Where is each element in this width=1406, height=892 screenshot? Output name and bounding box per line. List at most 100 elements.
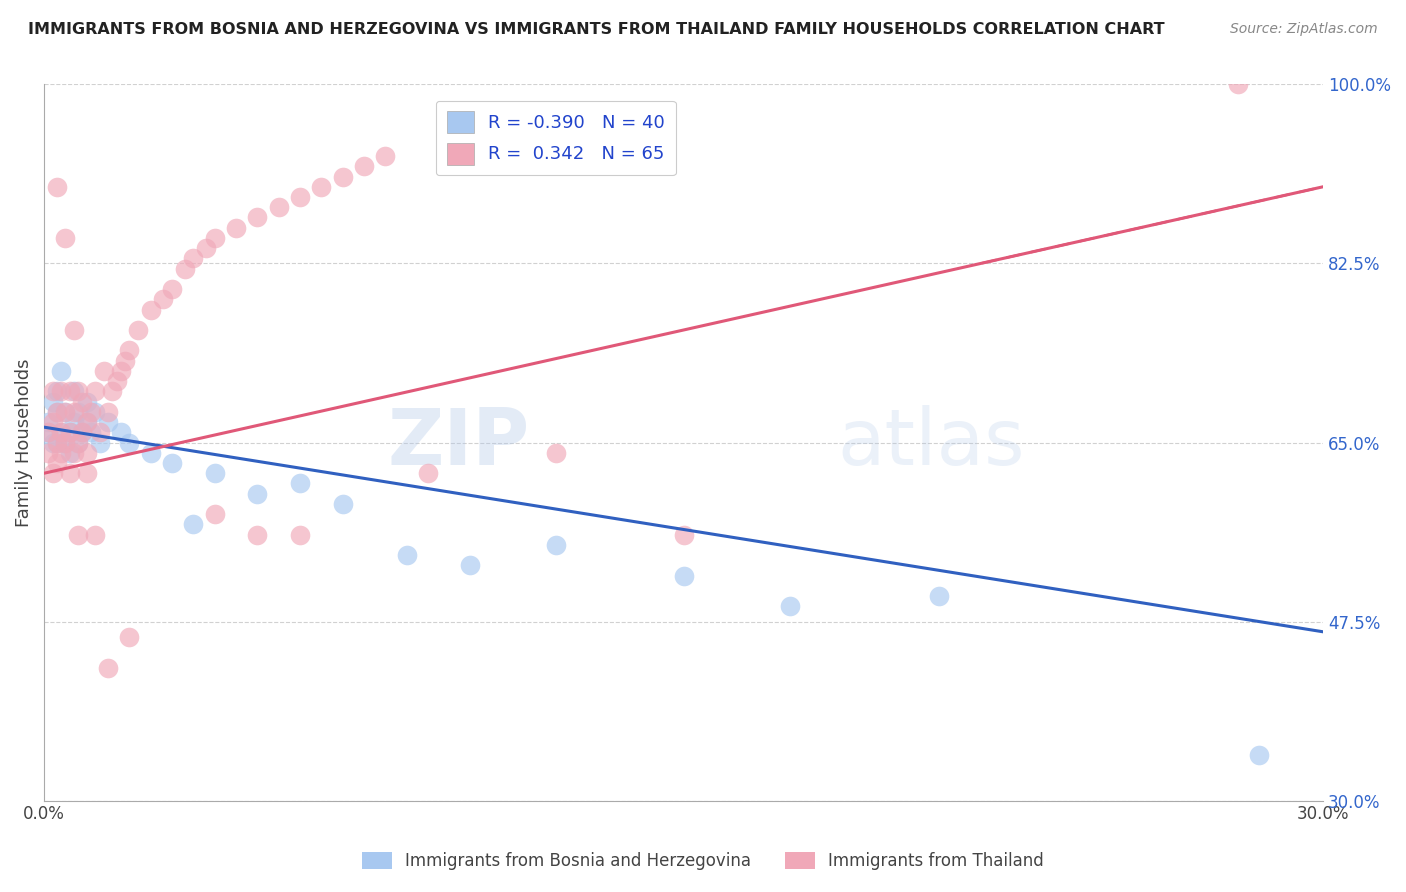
Point bbox=[160, 282, 183, 296]
Point bbox=[544, 446, 567, 460]
Point bbox=[353, 159, 375, 173]
Point bbox=[59, 467, 82, 481]
Point bbox=[332, 497, 354, 511]
Point bbox=[183, 252, 205, 266]
Point bbox=[928, 589, 950, 603]
Point bbox=[67, 435, 90, 450]
Point bbox=[246, 527, 269, 541]
Point bbox=[225, 220, 247, 235]
Point bbox=[63, 323, 86, 337]
Point bbox=[779, 599, 801, 614]
Point bbox=[97, 405, 120, 419]
Point bbox=[460, 558, 482, 573]
Point bbox=[80, 425, 103, 440]
Text: atlas: atlas bbox=[837, 405, 1025, 481]
Point bbox=[41, 384, 63, 399]
Point bbox=[67, 384, 90, 399]
Point bbox=[195, 241, 218, 255]
Text: ZIP: ZIP bbox=[388, 405, 530, 481]
Point bbox=[67, 527, 90, 541]
Point bbox=[45, 435, 67, 450]
Point bbox=[63, 415, 86, 429]
Point bbox=[45, 435, 67, 450]
Point bbox=[55, 405, 77, 419]
Point bbox=[114, 353, 136, 368]
Point bbox=[76, 394, 98, 409]
Point bbox=[51, 425, 73, 440]
Point bbox=[139, 302, 162, 317]
Point bbox=[544, 538, 567, 552]
Point bbox=[110, 364, 132, 378]
Point bbox=[173, 261, 195, 276]
Point bbox=[76, 415, 98, 429]
Point bbox=[204, 467, 226, 481]
Point bbox=[204, 231, 226, 245]
Point bbox=[72, 425, 94, 440]
Point bbox=[1249, 747, 1271, 762]
Point bbox=[93, 364, 115, 378]
Point bbox=[97, 415, 120, 429]
Point bbox=[59, 425, 82, 440]
Point bbox=[55, 435, 77, 450]
Point bbox=[374, 149, 396, 163]
Point bbox=[37, 415, 59, 429]
Point bbox=[288, 190, 311, 204]
Point bbox=[63, 446, 86, 460]
Point bbox=[41, 394, 63, 409]
Point bbox=[37, 425, 59, 440]
Point bbox=[45, 456, 67, 470]
Point bbox=[183, 517, 205, 532]
Point bbox=[267, 200, 290, 214]
Point bbox=[51, 425, 73, 440]
Point bbox=[204, 507, 226, 521]
Text: IMMIGRANTS FROM BOSNIA AND HERZEGOVINA VS IMMIGRANTS FROM THAILAND FAMILY HOUSEH: IMMIGRANTS FROM BOSNIA AND HERZEGOVINA V… bbox=[28, 22, 1164, 37]
Point bbox=[110, 425, 132, 440]
Point bbox=[127, 323, 149, 337]
Point bbox=[41, 415, 63, 429]
Point bbox=[332, 169, 354, 184]
Point bbox=[152, 293, 174, 307]
Point bbox=[72, 394, 94, 409]
Point bbox=[416, 467, 439, 481]
Point bbox=[63, 384, 86, 399]
Point bbox=[59, 425, 82, 440]
Point bbox=[76, 415, 98, 429]
Text: Source: ZipAtlas.com: Source: ZipAtlas.com bbox=[1230, 22, 1378, 37]
Legend: Immigrants from Bosnia and Herzegovina, Immigrants from Thailand: Immigrants from Bosnia and Herzegovina, … bbox=[356, 845, 1050, 877]
Point bbox=[55, 405, 77, 419]
Point bbox=[45, 405, 67, 419]
Point bbox=[51, 384, 73, 399]
Point bbox=[55, 231, 77, 245]
Legend: R = -0.390   N = 40, R =  0.342   N = 65: R = -0.390 N = 40, R = 0.342 N = 65 bbox=[436, 101, 676, 176]
Point bbox=[63, 405, 86, 419]
Point bbox=[59, 446, 82, 460]
Point bbox=[67, 405, 90, 419]
Point bbox=[101, 384, 124, 399]
Point bbox=[89, 425, 111, 440]
Point bbox=[395, 548, 418, 562]
Point bbox=[160, 456, 183, 470]
Point bbox=[288, 476, 311, 491]
Point bbox=[97, 660, 120, 674]
Point bbox=[118, 435, 141, 450]
Point bbox=[246, 486, 269, 500]
Point bbox=[118, 343, 141, 358]
Point bbox=[72, 425, 94, 440]
Point bbox=[672, 527, 695, 541]
Point bbox=[51, 446, 73, 460]
Point bbox=[45, 405, 67, 419]
Point bbox=[55, 435, 77, 450]
Point bbox=[76, 446, 98, 460]
Point bbox=[37, 446, 59, 460]
Point bbox=[672, 568, 695, 582]
Point bbox=[288, 527, 311, 541]
Point bbox=[45, 179, 67, 194]
Point bbox=[84, 527, 107, 541]
Point bbox=[59, 384, 82, 399]
Point bbox=[309, 179, 332, 194]
Point bbox=[84, 384, 107, 399]
Point bbox=[246, 211, 269, 225]
Point bbox=[76, 467, 98, 481]
Point bbox=[80, 405, 103, 419]
Point bbox=[51, 364, 73, 378]
